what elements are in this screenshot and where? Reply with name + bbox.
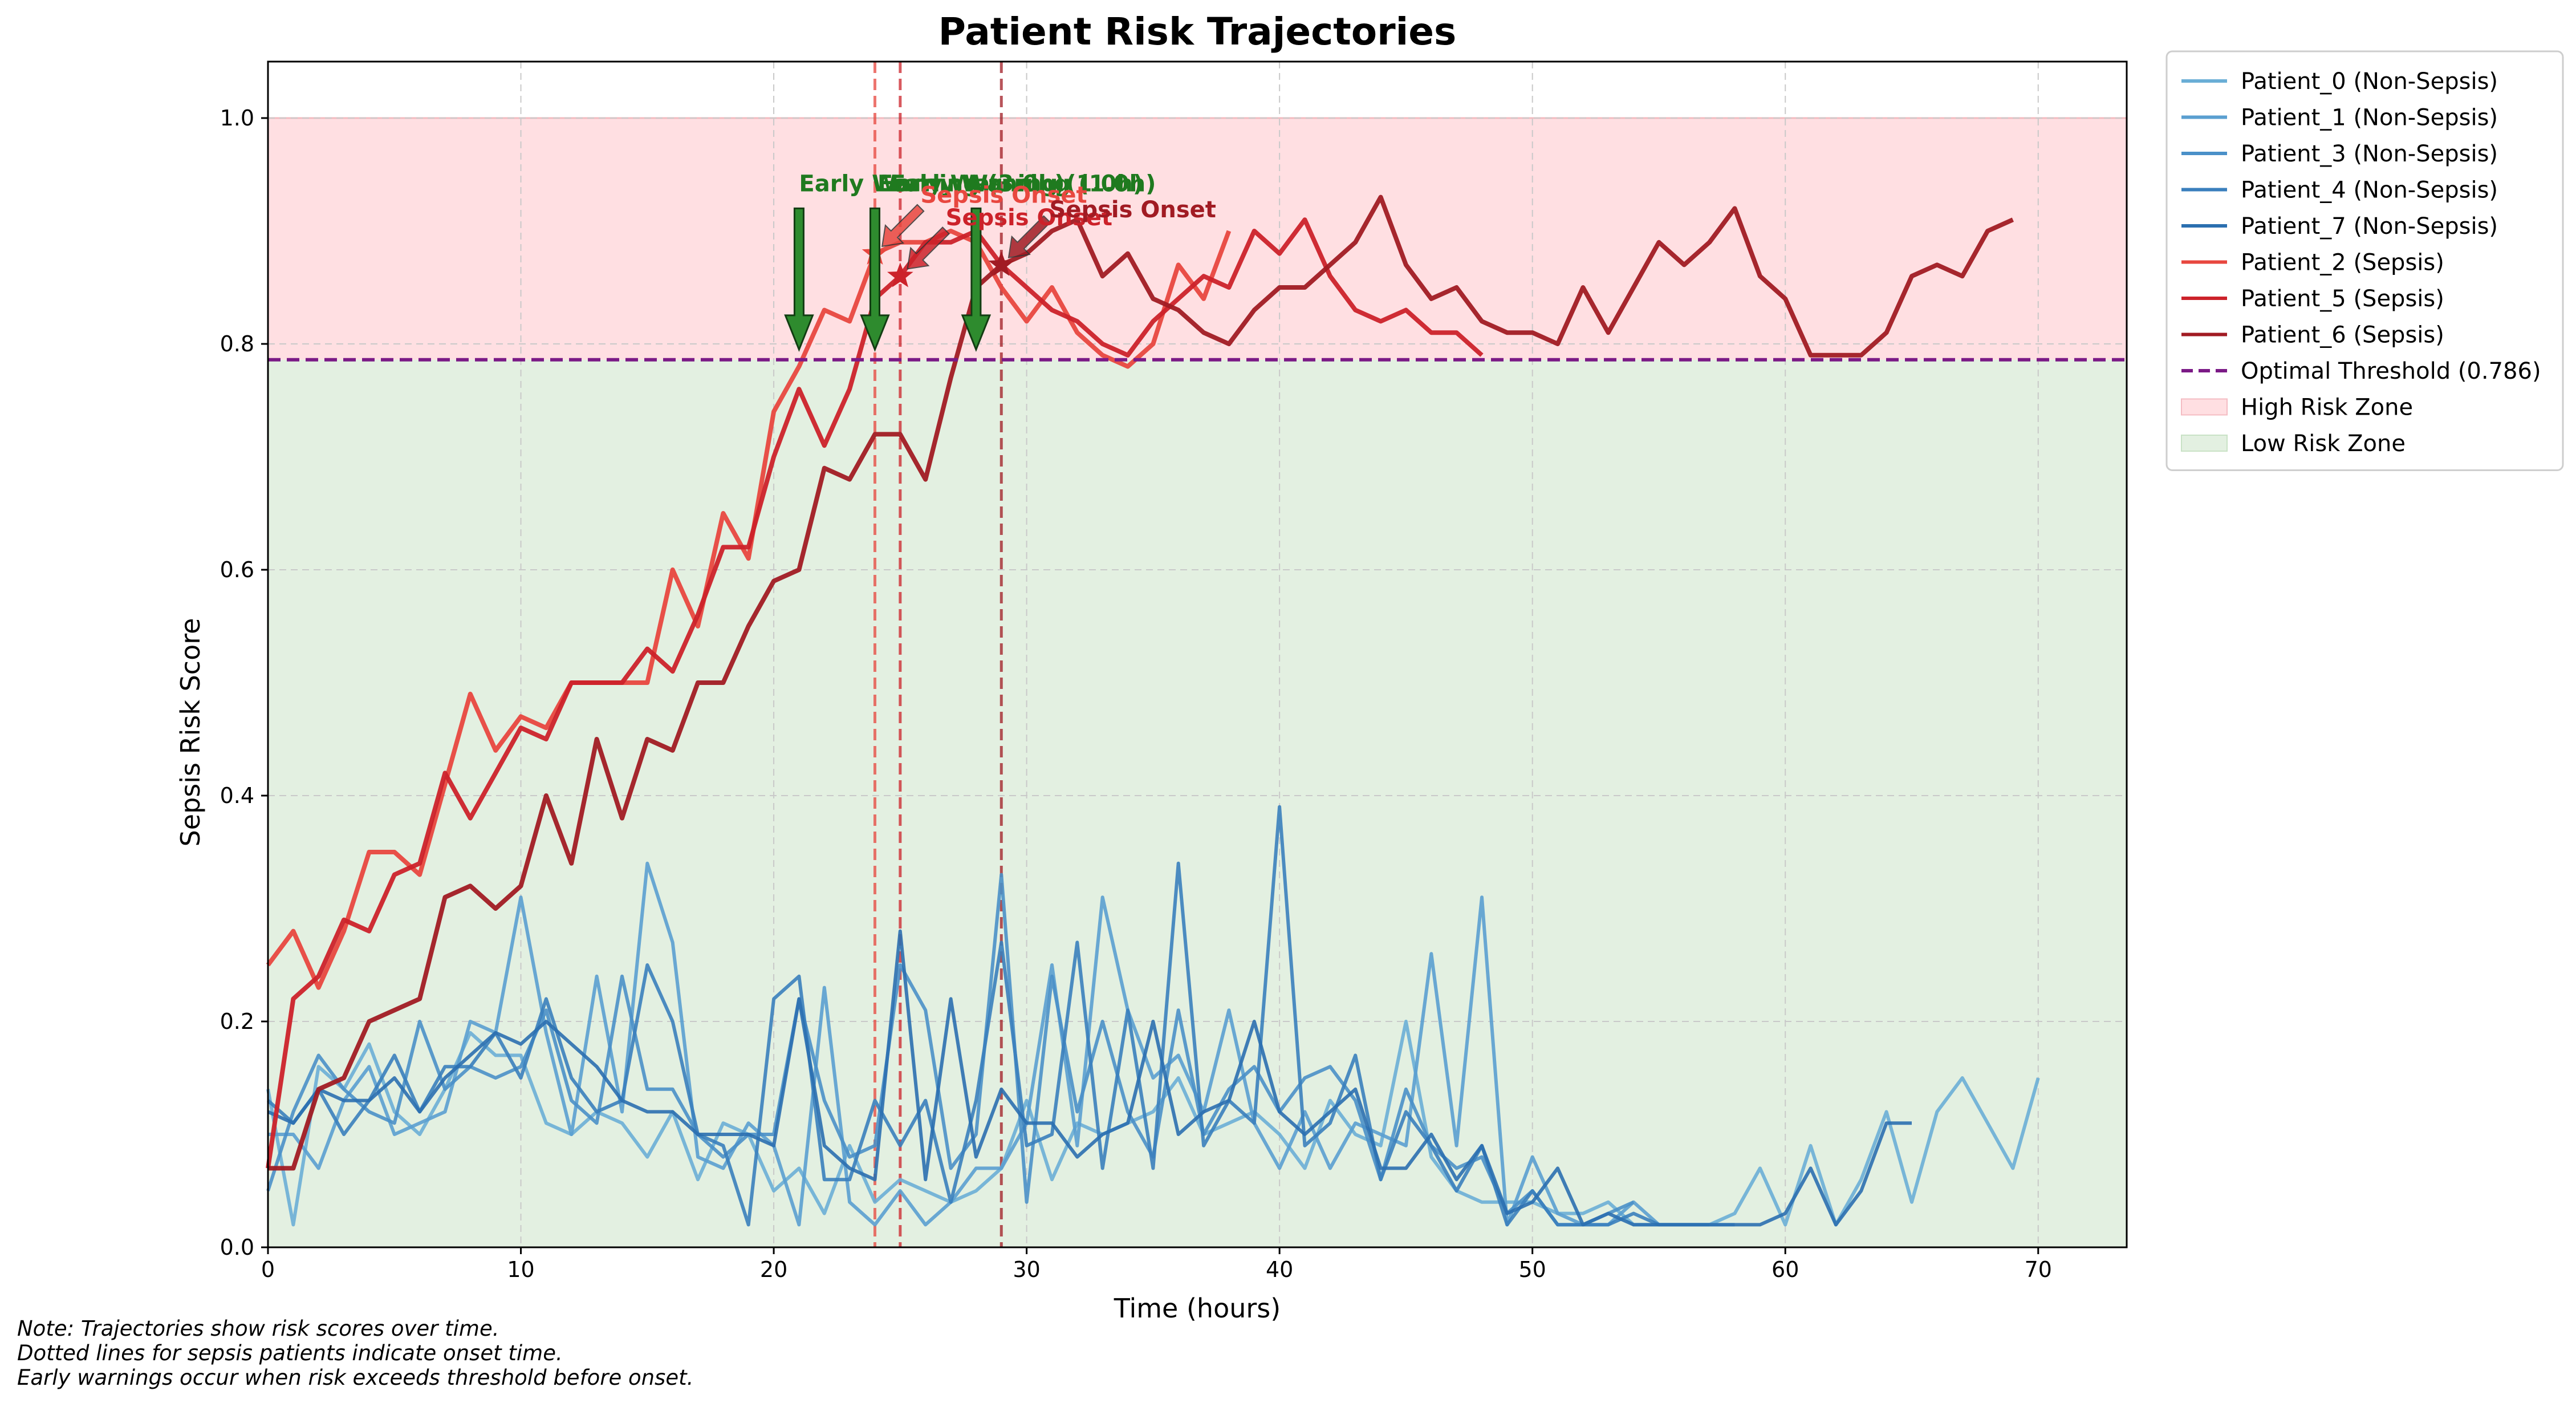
legend-label: Patient_5 (Sepsis) bbox=[2241, 286, 2444, 312]
onset-marker bbox=[887, 262, 913, 287]
legend-label: Patient_3 (Non-Sepsis) bbox=[2241, 141, 2498, 167]
y-tick-label: 0.8 bbox=[220, 331, 254, 356]
x-tick-label: 40 bbox=[1266, 1257, 1293, 1282]
early-warning-arrow bbox=[784, 207, 814, 352]
series-line bbox=[267, 805, 1710, 1227]
annotation-label: Early Warning (1.0h) bbox=[890, 171, 1156, 197]
y-axis-label: Sepsis Risk Score bbox=[175, 618, 206, 847]
x-tick-label: 60 bbox=[1771, 1257, 1799, 1282]
legend-label: Patient_0 (Non-Sepsis) bbox=[2241, 68, 2498, 95]
early-warning-arrow bbox=[961, 207, 992, 352]
onset-pointer-arrow bbox=[1007, 215, 1051, 258]
annotation-label: Sepsis Onset bbox=[920, 183, 1087, 209]
x-tick-label: 30 bbox=[1013, 1257, 1040, 1282]
annotation-label: Sepsis Onset bbox=[946, 205, 1112, 231]
early-warning-arrow bbox=[860, 207, 890, 352]
onset-pointer-arrow-shape bbox=[1007, 215, 1051, 258]
legend-swatch bbox=[2181, 435, 2228, 452]
legend-label: Low Risk Zone bbox=[2241, 431, 2406, 457]
legend-swatch bbox=[2181, 398, 2228, 416]
legend-label: Patient_6 (Sepsis) bbox=[2241, 322, 2444, 348]
x-tick-label: 0 bbox=[261, 1257, 275, 1282]
y-tick-label: 0.0 bbox=[220, 1235, 254, 1260]
note-line: Early warnings occur when risk exceeds t… bbox=[17, 1365, 694, 1390]
x-tick-label: 50 bbox=[1519, 1257, 1546, 1282]
y-tick-label: 0.6 bbox=[220, 557, 254, 582]
onset-marker bbox=[988, 251, 1015, 276]
onset-pointer-arrow bbox=[907, 226, 950, 270]
legend-label: Patient_2 (Sepsis) bbox=[2241, 250, 2444, 276]
annotation-label: Early Warning (1.0h) bbox=[877, 171, 1143, 197]
onset-pointer-arrow-shape bbox=[881, 204, 925, 248]
axes-frame bbox=[267, 60, 2128, 1248]
annotation-label: Early Warning (3.0h) bbox=[799, 171, 1064, 197]
x-tick-label: 70 bbox=[2025, 1257, 2052, 1282]
series-line bbox=[266, 873, 1635, 1227]
series-line bbox=[267, 929, 1912, 1227]
note-line: Note: Trajectories show risk scores over… bbox=[17, 1316, 499, 1341]
onset-pointer-arrow bbox=[881, 204, 925, 248]
series-line bbox=[266, 1020, 2040, 1227]
series-line bbox=[268, 861, 1735, 1227]
y-tick-label: 1.0 bbox=[220, 106, 254, 131]
legend-label: Optimal Threshold (0.786) bbox=[2241, 358, 2541, 384]
x-axis-label: Time (hours) bbox=[1114, 1293, 1281, 1324]
legend: Patient_0 (Non-Sepsis) Patient_1 (Non-Sep… bbox=[2165, 50, 2564, 471]
figure-note: Note: Trajectories show risk scores over… bbox=[17, 1316, 693, 1390]
legend-label: Patient_1 (Non-Sepsis) bbox=[2241, 105, 2498, 131]
annotation-label: Sepsis Onset bbox=[1050, 197, 1216, 223]
series-line bbox=[268, 194, 2014, 1171]
y-tick-label: 0.4 bbox=[220, 783, 254, 808]
legend-label: Patient_7 (Non-Sepsis) bbox=[2241, 213, 2498, 240]
legend-label: High Risk Zone bbox=[2241, 395, 2413, 421]
legend-box bbox=[2165, 50, 2564, 471]
x-tick-label: 20 bbox=[760, 1257, 787, 1282]
legend-label: Patient_4 (Non-Sepsis) bbox=[2241, 177, 2498, 204]
y-tick-label: 0.2 bbox=[220, 1009, 254, 1034]
high-risk-zone bbox=[268, 118, 2127, 360]
x-tick-label: 10 bbox=[507, 1257, 534, 1282]
chart-title: Patient Risk Trajectories bbox=[938, 10, 1457, 54]
onset-pointer-arrow-shape bbox=[907, 226, 950, 270]
plot-area: Early Warning (3.0h)Early Warning (1.0h)… bbox=[220, 60, 2128, 1282]
note-line: Dotted lines for sepsis patients indicat… bbox=[17, 1341, 563, 1365]
